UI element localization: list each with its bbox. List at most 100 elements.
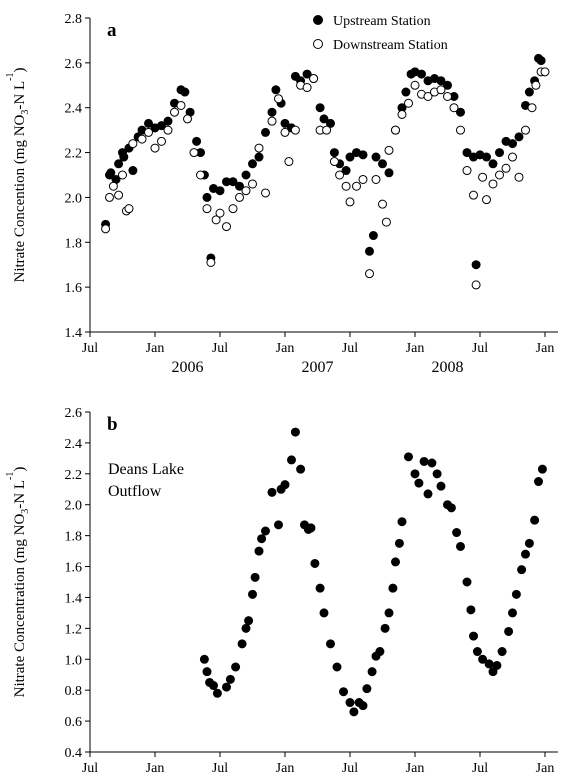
data-point xyxy=(231,662,241,672)
data-point xyxy=(248,159,257,169)
data-point xyxy=(114,159,124,169)
data-point xyxy=(488,179,498,189)
y-axis-label-part: -1 xyxy=(5,472,16,480)
y-tick-label: 2.6 xyxy=(65,406,83,421)
data-point xyxy=(222,222,231,232)
data-point xyxy=(521,549,530,559)
x-tick-label: Jan xyxy=(276,341,295,356)
data-point xyxy=(124,204,134,214)
data-point xyxy=(128,139,138,149)
data-point xyxy=(471,260,481,270)
data-point xyxy=(248,179,257,189)
data-point xyxy=(391,125,400,135)
data-point xyxy=(241,186,251,196)
x-tick-label: Jul xyxy=(342,341,358,356)
data-point xyxy=(261,526,270,536)
y-tick-label: 1.8 xyxy=(65,530,83,545)
data-point xyxy=(419,456,429,466)
data-point xyxy=(484,659,494,669)
data-point xyxy=(119,152,129,162)
data-point xyxy=(456,107,465,117)
data-point xyxy=(404,98,413,108)
legend-label: Downstream Station xyxy=(333,38,448,53)
data-point xyxy=(267,487,277,497)
data-point xyxy=(358,150,368,160)
data-point xyxy=(128,166,138,176)
data-point xyxy=(508,152,517,162)
data-point xyxy=(345,698,355,708)
data-point xyxy=(380,623,390,633)
data-point xyxy=(504,626,514,636)
data-point xyxy=(319,608,329,618)
data-point xyxy=(274,520,283,530)
data-point xyxy=(478,172,488,182)
data-point xyxy=(144,118,153,128)
data-point xyxy=(352,181,361,191)
data-point xyxy=(341,166,351,176)
y-tick-label: 1.2 xyxy=(65,622,83,637)
data-point xyxy=(423,92,433,101)
data-point xyxy=(250,572,260,582)
data-point xyxy=(163,125,173,135)
y-axis-label-part: 3 xyxy=(20,509,31,514)
data-point xyxy=(284,157,294,167)
data-point xyxy=(436,76,446,86)
legend-label: Upstream Station xyxy=(333,14,431,29)
annotation: Outflow xyxy=(108,483,162,500)
data-point xyxy=(196,170,205,180)
data-point xyxy=(432,469,442,479)
data-point xyxy=(517,565,527,575)
data-point xyxy=(349,707,359,717)
x-tick-label: Jan xyxy=(536,761,555,776)
data-point xyxy=(257,534,267,544)
data-point xyxy=(384,608,394,618)
data-point xyxy=(436,85,446,95)
y-axis-label-part: ) xyxy=(12,68,28,73)
y-axis-label-part: -1 xyxy=(5,73,16,81)
data-point xyxy=(329,157,339,167)
y-tick-label: 2.2 xyxy=(65,147,83,162)
data-point xyxy=(345,152,355,162)
data-point xyxy=(391,557,400,567)
y-tick-label: 2.2 xyxy=(65,468,83,483)
data-point xyxy=(397,109,407,119)
data-point xyxy=(508,608,517,618)
data-point xyxy=(302,83,312,93)
data-point xyxy=(235,192,244,202)
data-point xyxy=(495,170,504,180)
data-point xyxy=(228,204,238,214)
data-point xyxy=(189,148,199,158)
x-tick-label: Jan xyxy=(406,761,425,776)
y-tick-label: 1.6 xyxy=(65,561,83,576)
data-point xyxy=(469,190,478,200)
y-tick-label: 1.0 xyxy=(65,653,83,668)
y-axis-label-part: -N L xyxy=(12,480,28,509)
x-tick-label: Jul xyxy=(212,761,228,776)
panel-label: b xyxy=(107,414,118,435)
data-point xyxy=(309,74,319,84)
data-point xyxy=(524,87,534,97)
data-point xyxy=(365,269,374,279)
data-point xyxy=(527,103,537,113)
y-tick-label: 1.8 xyxy=(65,236,83,251)
y-tick-label: 1.4 xyxy=(65,591,83,606)
data-point xyxy=(209,681,218,691)
data-point xyxy=(345,197,355,207)
data-point xyxy=(469,631,478,641)
data-point xyxy=(176,100,186,110)
data-point xyxy=(211,215,221,225)
data-point xyxy=(381,217,391,227)
data-point xyxy=(315,583,325,593)
year-label: 2006 xyxy=(172,359,204,376)
data-point xyxy=(335,170,345,180)
data-point xyxy=(108,181,118,191)
y-tick-label: 2.8 xyxy=(65,12,83,27)
data-point xyxy=(332,662,342,672)
data-point xyxy=(215,208,225,218)
y-axis-label-part: ) xyxy=(12,467,28,472)
data-point xyxy=(423,489,433,499)
y-tick-label: 1.6 xyxy=(65,281,83,296)
x-tick-label: Jan xyxy=(146,761,165,776)
data-point xyxy=(241,623,251,633)
